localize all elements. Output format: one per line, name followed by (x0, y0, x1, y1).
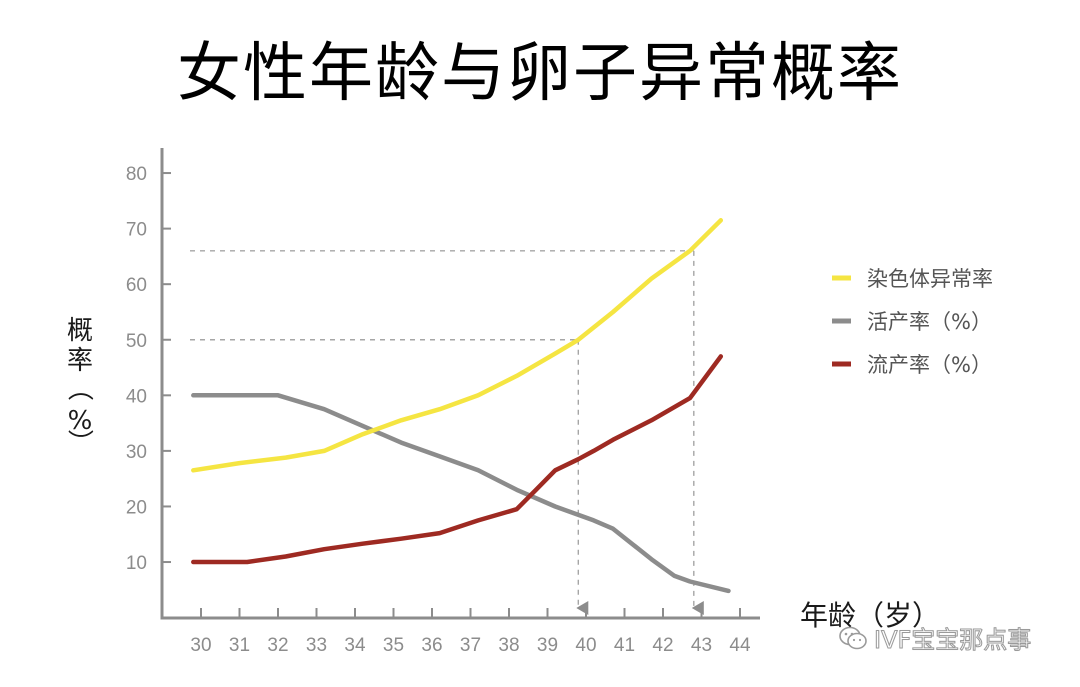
x-tick-label: 31 (229, 635, 250, 656)
y-axis-label-char: ） (64, 429, 94, 455)
legend-label: 流产率（%） (867, 353, 992, 377)
y-tick-label: 50 (126, 331, 147, 352)
x-tick-label: 44 (729, 635, 751, 656)
y-axis-label-char: 概 (67, 316, 93, 346)
x-tick-label: 32 (267, 635, 288, 656)
series-line-1 (191, 393, 731, 594)
wechat-icon (839, 626, 867, 649)
y-tick-label: 70 (126, 220, 147, 241)
x-tick-label: 35 (383, 635, 404, 656)
x-tick-label: 43 (691, 635, 712, 656)
chart-title: 女性年龄与卵子异常概率 (177, 37, 903, 111)
x-tick-label: 41 (614, 635, 635, 656)
y-axis-label-char: % (68, 406, 93, 436)
watermark: IVF宝宝那点事 (838, 620, 1032, 655)
y-tick-label: 60 (126, 275, 147, 296)
x-tick-label: 30 (190, 635, 211, 656)
x-axis-label: 年龄（岁） (800, 599, 940, 632)
y-tick-label: 40 (126, 386, 147, 407)
legend-label: 活产率（%） (867, 310, 992, 334)
x-tick-label: 42 (652, 635, 673, 656)
x-tick-label: 38 (498, 635, 519, 656)
y-axis-label-char: 率 (67, 346, 93, 376)
y-tick-label: 10 (126, 553, 147, 574)
x-tick-label: 40 (575, 635, 596, 656)
x-tick-label: 39 (537, 635, 558, 656)
series-line-0 (191, 218, 724, 473)
series-line-2 (191, 354, 724, 565)
legend-label: 染色体异常率 (867, 267, 993, 291)
x-tick-label: 37 (460, 635, 481, 656)
watermark-text: IVF宝宝那点事 (873, 626, 1032, 655)
x-tick-label: 34 (344, 635, 366, 656)
y-tick-label: 80 (126, 164, 147, 185)
y-axis-label-char: （ (64, 375, 94, 401)
x-tick-label: 36 (421, 635, 442, 656)
y-tick-label: 20 (126, 497, 147, 518)
y-tick-label: 30 (126, 442, 147, 463)
x-tick-label: 33 (306, 635, 327, 656)
